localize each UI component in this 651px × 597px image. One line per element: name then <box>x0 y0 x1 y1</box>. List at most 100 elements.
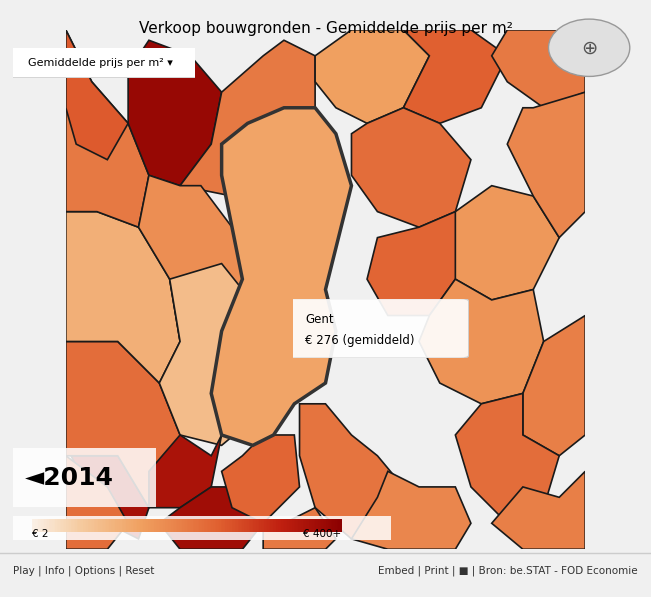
Bar <box>222 519 224 532</box>
Bar <box>173 519 174 532</box>
Bar <box>163 519 165 532</box>
Bar <box>205 519 207 532</box>
Bar <box>108 519 109 532</box>
Bar <box>55 519 57 532</box>
Polygon shape <box>352 472 471 549</box>
Bar <box>184 519 185 532</box>
Bar <box>229 519 230 532</box>
Polygon shape <box>159 264 263 445</box>
Bar <box>221 519 222 532</box>
Bar <box>64 519 66 532</box>
Bar <box>199 519 201 532</box>
Polygon shape <box>299 404 404 539</box>
Bar <box>208 519 210 532</box>
Bar <box>145 519 146 532</box>
Bar <box>297 519 298 532</box>
Bar <box>323 519 324 532</box>
Bar <box>88 519 89 532</box>
FancyBboxPatch shape <box>9 47 199 78</box>
Bar <box>320 519 322 532</box>
Bar <box>74 519 76 532</box>
Bar <box>43 519 44 532</box>
Bar <box>66 519 68 532</box>
Bar <box>287 519 289 532</box>
Bar <box>168 519 170 532</box>
Bar <box>322 519 323 532</box>
Bar <box>305 519 306 532</box>
Bar <box>210 519 212 532</box>
Bar <box>86 519 88 532</box>
Text: Verkoop bouwgronden - Gemiddelde prijs per m²: Verkoop bouwgronden - Gemiddelde prijs p… <box>139 21 512 36</box>
Bar <box>256 519 258 532</box>
Bar <box>140 519 142 532</box>
Bar <box>258 519 260 532</box>
Bar <box>215 519 216 532</box>
Bar <box>78 519 80 532</box>
Bar <box>40 519 41 532</box>
Bar <box>60 519 61 532</box>
Polygon shape <box>523 315 585 456</box>
Bar <box>113 519 114 532</box>
Bar <box>170 519 171 532</box>
Bar <box>213 519 215 532</box>
Bar <box>63 519 64 532</box>
Text: € 400+: € 400+ <box>303 529 342 539</box>
Bar <box>125 519 126 532</box>
Polygon shape <box>263 507 336 549</box>
Bar <box>152 519 154 532</box>
Polygon shape <box>149 435 221 507</box>
Bar <box>340 519 342 532</box>
Polygon shape <box>66 456 128 549</box>
Polygon shape <box>440 186 559 300</box>
Bar <box>233 519 235 532</box>
Bar <box>329 519 331 532</box>
Bar <box>174 519 176 532</box>
Bar <box>122 519 123 532</box>
Bar <box>238 519 240 532</box>
Polygon shape <box>66 212 180 383</box>
Bar <box>245 519 247 532</box>
Bar <box>80 519 81 532</box>
Bar <box>307 519 309 532</box>
Polygon shape <box>71 456 149 539</box>
Bar <box>92 519 94 532</box>
Bar <box>150 519 151 532</box>
Bar <box>301 519 303 532</box>
Bar <box>230 519 232 532</box>
Bar <box>244 519 245 532</box>
Bar <box>261 519 262 532</box>
Bar <box>247 519 249 532</box>
Bar <box>148 519 150 532</box>
Polygon shape <box>66 341 180 507</box>
Bar <box>225 519 227 532</box>
Bar <box>219 519 221 532</box>
Polygon shape <box>455 393 559 523</box>
Text: ⊕: ⊕ <box>581 38 598 57</box>
Bar <box>294 519 295 532</box>
Bar <box>68 519 69 532</box>
Text: € 2: € 2 <box>32 529 48 539</box>
Bar <box>176 519 178 532</box>
Bar <box>81 519 83 532</box>
Bar <box>159 519 160 532</box>
Bar <box>306 519 307 532</box>
Bar <box>134 519 135 532</box>
Bar <box>191 519 193 532</box>
Polygon shape <box>367 212 455 315</box>
Bar <box>154 519 156 532</box>
Bar <box>197 519 199 532</box>
Bar <box>236 519 238 532</box>
Polygon shape <box>128 40 221 186</box>
Bar <box>339 519 340 532</box>
Bar <box>178 519 179 532</box>
Bar <box>260 519 261 532</box>
Bar <box>143 519 145 532</box>
Bar <box>207 519 208 532</box>
Bar <box>272 519 273 532</box>
Bar <box>77 519 78 532</box>
Bar <box>51 519 52 532</box>
Text: Play | Info | Options | Reset: Play | Info | Options | Reset <box>13 565 154 576</box>
Bar <box>137 519 139 532</box>
Bar <box>61 519 63 532</box>
Bar <box>142 519 143 532</box>
